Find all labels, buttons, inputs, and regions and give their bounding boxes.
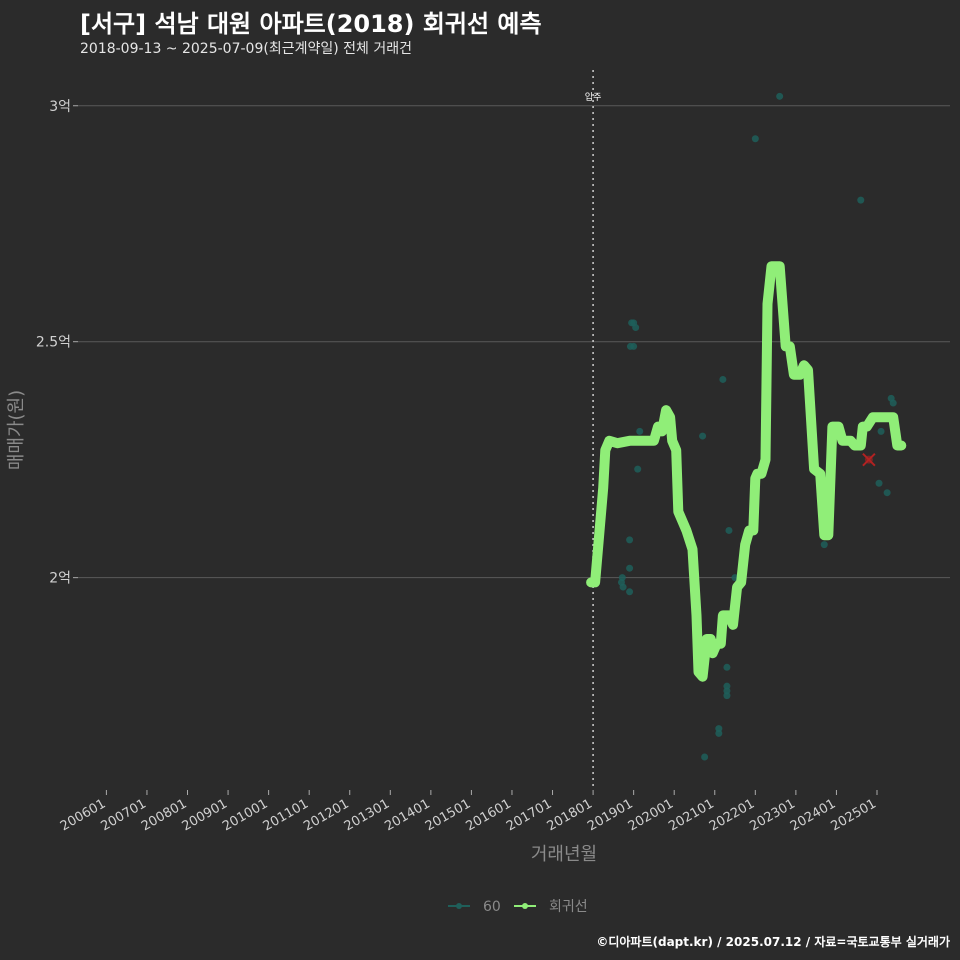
transaction-point [632, 324, 640, 332]
transaction-point [699, 432, 707, 440]
transaction-point [626, 536, 634, 544]
legend-swatch-point [522, 903, 528, 909]
x-tick-label: 201301 [342, 796, 392, 834]
x-tick-label: 202001 [626, 796, 676, 834]
y-tick-label: 3억 [49, 99, 71, 115]
transaction-point [751, 135, 759, 143]
x-tick-label: 202301 [747, 796, 797, 834]
chart-subtitle: 2018-09-13 ~ 2025-07-09(최근계약일) 전체 거래건 [80, 41, 412, 57]
transaction-point [875, 479, 883, 487]
x-tick-label: 201401 [382, 796, 432, 834]
x-tick-label: 200701 [98, 796, 148, 834]
x-tick-label: 201801 [545, 796, 595, 834]
legend-swatch-point [456, 903, 462, 909]
transaction-point [719, 375, 727, 383]
transaction-point [857, 196, 865, 204]
x-tick-label: 202401 [788, 796, 838, 834]
transaction-point [618, 574, 626, 582]
highlight-x-mark [862, 452, 876, 467]
legend-label: 회귀선 [549, 899, 588, 915]
transaction-point [883, 489, 891, 497]
x-tick-label: 200601 [58, 796, 108, 834]
transaction-point [626, 588, 634, 596]
x-tick-label: 202201 [707, 796, 757, 834]
transaction-point [723, 692, 731, 700]
transaction-point [630, 342, 638, 350]
move-in-label: 입주 [585, 91, 602, 103]
x-tick-label: 201901 [585, 796, 635, 834]
transaction-point [889, 399, 897, 407]
x-tick-label: 201501 [423, 796, 473, 834]
x-tick-label: 201001 [220, 796, 270, 834]
transaction-point [723, 663, 731, 671]
y-tick-label: 2억 [49, 571, 71, 587]
x-tick-label: 202501 [829, 796, 879, 834]
transaction-point [626, 564, 634, 572]
transaction-point [820, 541, 828, 549]
x-tick-label: 201701 [504, 796, 554, 834]
x-tick-label: 201601 [463, 796, 513, 834]
x-tick-label: 201101 [261, 796, 311, 834]
transaction-point [619, 583, 627, 591]
legend-label: 60 [483, 899, 501, 915]
transaction-point [636, 427, 644, 435]
transaction-point [701, 753, 709, 761]
transaction-point [776, 92, 784, 100]
transaction-point [725, 526, 733, 534]
transaction-point [877, 427, 885, 435]
x-tick-label: 201201 [301, 796, 351, 834]
y-tick-label: 2.5억 [36, 335, 71, 351]
regression-line [586, 261, 907, 682]
source-caption: ©디아파트(dapt.kr) / 2025.07.12 / 자료=국토교통부 실… [596, 935, 950, 949]
x-tick-label: 202101 [666, 796, 716, 834]
x-axis-title: 거래년월 [531, 844, 597, 865]
y-axis-title: 매매가(원) [6, 390, 27, 470]
transaction-point [634, 465, 642, 473]
x-tick-label: 200901 [180, 796, 230, 834]
x-tick-label: 200801 [139, 796, 189, 834]
chart-title: [서구] 석남 대원 아파트(2018) 회귀선 예측 [80, 10, 542, 38]
transaction-point [715, 729, 723, 737]
